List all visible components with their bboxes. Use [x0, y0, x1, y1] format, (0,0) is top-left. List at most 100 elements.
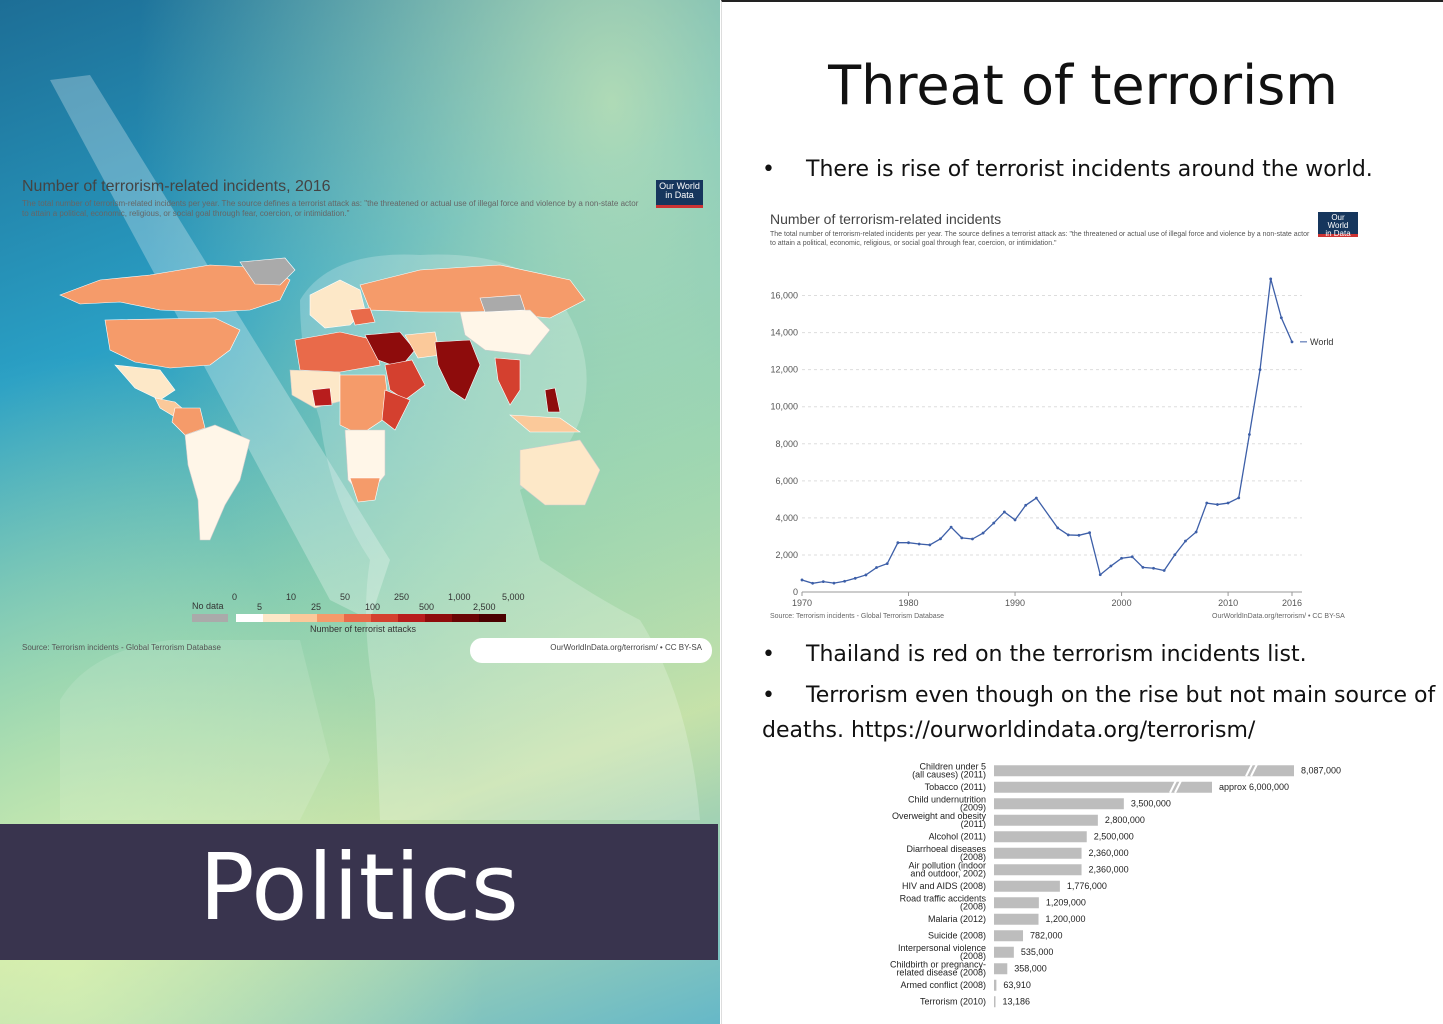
value-label: 2,800,000 [1105, 815, 1145, 825]
legend-swatch [317, 614, 344, 622]
terrorism-slide: Threat of terrorism • There is rise of t… [721, 0, 1443, 1024]
bullet-3-line-2[interactable]: deaths. https://ourworldindata.org/terro… [762, 718, 1256, 743]
data-point [1088, 531, 1092, 535]
value-label: 782,000 [1030, 930, 1063, 940]
legend-tick-label: 1,000 [448, 592, 471, 602]
legend-caption: Number of terrorist attacks [310, 624, 417, 634]
y-tick-label: 2,000 [775, 550, 798, 560]
map-region-middle-east [364, 331, 416, 369]
value-label: 1,209,000 [1046, 897, 1086, 907]
bar [994, 880, 1060, 892]
line-chart: 0 2,000 4,000 6,000 8,000 10,000 12,000 14,000 1… [770, 277, 1333, 607]
value-label: 8,087,000 [1301, 765, 1341, 775]
category-label: HIV and AIDS (2008) [902, 881, 986, 891]
data-point [971, 537, 974, 541]
legend-tick-label: 500 [419, 602, 435, 612]
data-point [992, 521, 996, 525]
y-tick-label: 4,000 [775, 513, 798, 523]
map-source: Source: Terrorism incidents - Global Ter… [22, 643, 221, 652]
legend-swatch [479, 614, 506, 622]
value-label: 535,000 [1021, 947, 1054, 957]
causes-of-death-bar-chart: Children under 5(all causes) (2011) 8,087… [890, 761, 1341, 1008]
data-point [1226, 501, 1230, 505]
category-label: (2008) [960, 951, 986, 961]
bar [994, 831, 1087, 843]
y-tick-label: 8,000 [775, 439, 798, 449]
politics-slide: Number of terrorism-related incidents, 2… [0, 0, 720, 1024]
map-region-south-africa [349, 477, 381, 503]
map-title: Number of terrorism-related incidents, 2… [22, 178, 331, 195]
axis-break-mark [1245, 763, 1258, 777]
value-label: 358,000 [1014, 963, 1047, 973]
category-label: Overweight and obesity [892, 811, 987, 821]
data-point [1237, 496, 1241, 500]
data-point [1216, 503, 1219, 506]
x-tick-label: 2016 [1282, 598, 1302, 607]
map-region-philippines [544, 387, 561, 413]
politics-title: Politics [199, 834, 519, 941]
x-tick-label: 1990 [1005, 598, 1025, 607]
owid-logo-line2: in Data [1325, 229, 1351, 238]
map-region-mongolia [479, 294, 526, 313]
data-point [885, 562, 889, 566]
data-point [821, 580, 825, 584]
map-region-china [459, 309, 551, 356]
value-label: 2,500,000 [1094, 831, 1134, 841]
legend-no-data-swatch [192, 614, 228, 622]
data-point [1141, 565, 1145, 569]
data-point [1173, 553, 1177, 557]
owid-logo-line1: Our World [659, 181, 700, 191]
bar [994, 897, 1039, 909]
map-region-south-asia [434, 339, 481, 401]
bullet-dot: • [762, 642, 775, 667]
category-label: and outdoor, 2002) [910, 868, 986, 878]
map-region-russia [359, 264, 586, 319]
data-point [1056, 526, 1060, 530]
data-point [981, 531, 985, 535]
owid-logo-line1: Our World [1327, 213, 1349, 230]
legend-tick-label: 100 [365, 602, 381, 612]
data-point [1077, 533, 1081, 537]
category-label: Children under 5 [919, 761, 986, 771]
data-point [1269, 277, 1273, 281]
data-point [939, 537, 942, 541]
category-label: Tobacco (2011) [925, 782, 986, 792]
bar [994, 781, 1212, 793]
value-label: 2,360,000 [1089, 848, 1129, 858]
y-tick-label: 0 [793, 587, 798, 597]
legend-tick-label: 50 [340, 592, 351, 602]
data-point [864, 573, 868, 577]
line-chart-source: Source: Terrorism incidents - Global Ter… [770, 613, 945, 620]
legend-swatch [290, 614, 317, 622]
bar [994, 798, 1124, 810]
slide-title: Threat of terrorism [828, 54, 1338, 117]
value-label: 3,500,000 [1131, 798, 1171, 808]
map-region-north-africa [294, 331, 381, 373]
category-label: Malaria (2012) [928, 914, 986, 924]
category-label: Armed conflict (2008) [900, 980, 986, 990]
line-chart-url[interactable]: OurWorldInData.org/terrorism/ • CC BY-SA [1212, 613, 1345, 620]
line-chart-subtitle: The total number of terrorism-related in… [770, 231, 1310, 247]
map-region-indonesia [509, 414, 581, 433]
politics-banner: Politics [0, 824, 718, 960]
legend-tick-label: 0 [232, 592, 238, 602]
data-point [1002, 510, 1006, 514]
owid-logo: Our World in Data [1318, 212, 1358, 238]
category-label: Alcohol (2011) [929, 831, 986, 841]
category-label: Road traffic accidents [900, 893, 987, 903]
category-label: Interpersonal violence [898, 943, 986, 953]
legend-swatch [371, 614, 398, 622]
data-point [1279, 316, 1283, 320]
data-point [1098, 573, 1102, 577]
map-url[interactable]: OurWorldInData.org/terrorism/ • CC BY-SA [470, 638, 712, 663]
value-label: 13,186 [1003, 996, 1031, 1006]
data-point [811, 581, 815, 585]
data-point [832, 581, 836, 585]
data-point [1162, 569, 1166, 572]
map-region-southeast-asia [494, 357, 521, 406]
x-tick-label: 1980 [899, 598, 919, 607]
category-label: related disease (2008) [896, 967, 986, 977]
line-chart-title: Number of terrorism-related incidents [770, 211, 1002, 227]
map-region-australia [519, 439, 600, 506]
data-point [853, 576, 857, 580]
